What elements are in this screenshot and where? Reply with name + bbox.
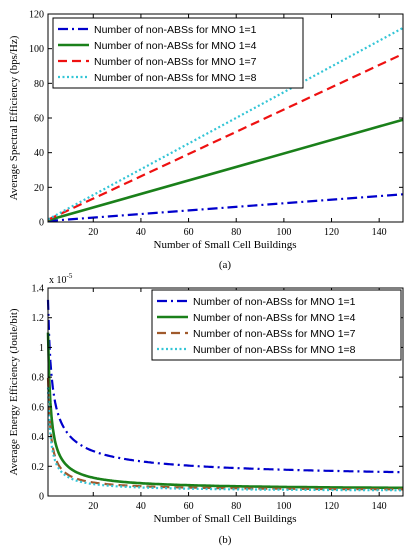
panel-b-series-line-2 [46, 332, 403, 490]
x-tick-label: 80 [231, 227, 241, 238]
panel-b-x-ticks: 20 40 60 80 100 120 140 [88, 288, 387, 512]
y-tick-label: 0.4 [32, 432, 45, 443]
panel-b-lines [46, 299, 403, 492]
panel-b-caption: (b) [219, 534, 232, 546]
panel-a-x-ticks: 20 40 60 80 100 120 140 [88, 14, 387, 238]
y-tick-label: 1.4 [32, 284, 45, 295]
panel-a-series-line-3 [47, 52, 404, 221]
panel-a-legend: Number of non-ABSs for MNO 1=1 Number of … [52, 17, 304, 89]
panel-b-scale-note: x 10-5 [49, 272, 73, 286]
legend-box [52, 17, 304, 89]
x-tick-label: 80 [231, 501, 241, 512]
legend-entry: Number of non-ABSs for MNO 1=7 [193, 328, 356, 340]
x-tick-label: 100 [276, 501, 291, 512]
y-tick-label: 100 [29, 44, 44, 55]
panel-a-x-axis-label: Number of Small Cell Buildings [154, 239, 297, 251]
panel-b-axes-box [47, 287, 404, 497]
x-tick-label: 120 [324, 227, 339, 238]
panel-a-y-axis-label: Average Spectral Efficiency (bps/Hz) [8, 35, 20, 200]
y-tick-label: 0.6 [32, 402, 45, 413]
x-tick-label: 120 [324, 501, 339, 512]
legend-entry: Number of non-ABSs for MNO 1=1 [94, 24, 257, 36]
panel-b-y-axis-label: Average Energy Efficiency (Joule/bit) [8, 308, 20, 475]
panel-b-series-line-3 [46, 377, 403, 491]
y-tick-label: 0.8 [32, 373, 45, 384]
x-tick-label: 140 [372, 501, 387, 512]
panel-b-y-ticks: 0 0.2 0.4 0.6 0.8 1 1.2 1.4 [32, 284, 403, 503]
panel-a-spectral-efficiency: 20 40 60 80 100 120 140 0 20 40 60 80 100 120 Number… [8, 10, 404, 271]
y-tick-label: 120 [29, 10, 44, 21]
y-tick-label: 0 [39, 492, 44, 503]
x-tick-label: 40 [136, 227, 146, 238]
y-tick-label: 1.2 [32, 313, 45, 324]
legend-entry: Number of non-ABSs for MNO 1=7 [94, 56, 257, 68]
panel-a-caption: (a) [219, 259, 232, 271]
panel-a-series-line-2 [47, 118, 404, 222]
y-tick-label: 0 [39, 218, 44, 229]
legend-box [151, 289, 402, 361]
y-tick-label: 1 [39, 343, 44, 354]
panel-a-series-line-1 [47, 193, 404, 223]
x-tick-label: 60 [184, 227, 194, 238]
legend-entry: Number of non-ABSs for MNO 1=8 [193, 344, 356, 356]
y-tick-label: 20 [34, 183, 44, 194]
x-tick-label: 100 [276, 227, 291, 238]
legend-entry: Number of non-ABSs for MNO 1=4 [193, 312, 356, 324]
legend-entry: Number of non-ABSs for MNO 1=8 [94, 72, 257, 84]
legend-entry: Number of non-ABSs for MNO 1=1 [193, 296, 356, 308]
panel-a-y-ticks: 0 20 40 60 80 100 120 [29, 10, 403, 229]
x-tick-label: 60 [184, 501, 194, 512]
panel-b-legend: Number of non-ABSs for MNO 1=1 Number of … [151, 289, 402, 361]
x-tick-label: 20 [88, 501, 98, 512]
panel-a-lines [47, 26, 404, 223]
panel-b-energy-efficiency: 20 40 60 80 100 120 140 0 0.2 0.4 0.6 0.8 1 1.2 1.4 x… [8, 272, 404, 546]
y-tick-label: 80 [34, 79, 44, 90]
panel-b-x-axis-label: Number of Small Cell Buildings [154, 513, 297, 525]
panel-b-series-line-1 [46, 299, 403, 474]
panel-b-series-line-4 [46, 387, 403, 492]
y-tick-label: 60 [34, 114, 44, 125]
y-tick-label: 0.2 [32, 462, 45, 473]
legend-entry: Number of non-ABSs for MNO 1=4 [94, 40, 257, 52]
x-tick-label: 140 [372, 227, 387, 238]
x-tick-label: 40 [136, 501, 146, 512]
x-tick-label: 20 [88, 227, 98, 238]
y-tick-label: 40 [34, 148, 44, 159]
